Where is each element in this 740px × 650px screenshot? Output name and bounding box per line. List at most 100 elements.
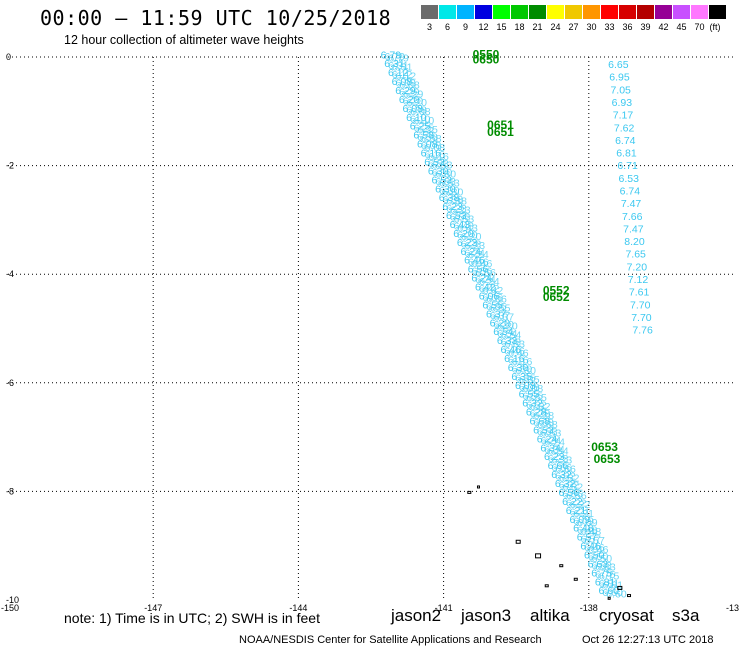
track-value-label: 6.08 — [395, 78, 416, 90]
track-value-label: 7.47 — [623, 223, 644, 235]
track-value-label: 6.46 — [580, 541, 601, 553]
track-value-label: 6.28 — [530, 408, 551, 420]
legend-label: 3 — [426, 22, 432, 32]
track-value-label: 6.42 — [475, 282, 496, 294]
legend-label: 27 — [568, 22, 579, 32]
track-value-label: 6.34 — [548, 446, 569, 458]
track-value-label: 6.58 — [417, 131, 438, 143]
y-tick-label: -4 — [6, 269, 14, 279]
track-value-label: 6.25 — [414, 122, 435, 134]
legend-swatch — [655, 5, 672, 19]
track-value-label: 6.31 — [388, 60, 409, 72]
track-value-label: 7.62 — [614, 122, 635, 134]
track-value-label: 6.22 — [562, 496, 583, 508]
track-value-label: 6.24 — [537, 433, 558, 445]
track-value-label: 6.81 — [616, 148, 637, 160]
track-value-label: 6.12 — [396, 70, 417, 82]
legend-swatch — [601, 5, 618, 19]
track-value-label: 6.30 — [435, 183, 456, 195]
track-value-label: 6.63 — [595, 562, 616, 574]
y-tick-label: -8 — [6, 486, 14, 496]
island-shape — [617, 585, 623, 590]
track-value-label: 6.08 — [402, 103, 423, 115]
track-value-label: 6.20 — [403, 96, 424, 108]
track-value-label: 7.66 — [622, 211, 643, 223]
x-tick-label: -150 — [1, 603, 19, 613]
track-value-label: 6.53 — [439, 178, 460, 190]
track-value-label: 6.20 — [407, 97, 428, 109]
track-value-label: 7.12 — [628, 274, 649, 286]
legend-swatch — [439, 5, 456, 19]
track-value-label: 6.37 — [486, 308, 507, 320]
track-value-label: 6.12 — [392, 69, 413, 81]
track-value-label: 6.75 — [591, 567, 612, 579]
footer-note: note: 1) Time is in UTC; 2) SWH is in fe… — [64, 610, 320, 626]
track-value-label: 6.38 — [447, 195, 468, 207]
legend-swatch — [421, 5, 438, 19]
track-value-label: 6.29 — [403, 88, 424, 100]
track-value-label: 6.74 — [615, 135, 636, 147]
track-value-label: 6.31 — [384, 58, 405, 70]
island-shape — [607, 596, 611, 600]
track-value-label: 6.24 — [479, 276, 500, 288]
track-value-label: 6.23 — [457, 237, 478, 249]
y-tick-label: 0 — [6, 52, 11, 62]
legend-label: 36 — [622, 22, 633, 32]
track-value-label: 6.32 — [526, 399, 547, 411]
legend-swatch — [565, 5, 582, 19]
credit-text: NOAA/NESDIS Center for Satellite Applica… — [239, 634, 542, 646]
track-value-label: 6.30 — [439, 185, 460, 197]
track-value-label: 6.43 — [450, 219, 471, 231]
track-value-label: 6.35 — [515, 372, 536, 384]
track-value-label: 6.31 — [392, 61, 413, 73]
satellite-jason2: jason2 — [391, 606, 442, 625]
track-value-label: 6.54 — [493, 326, 514, 338]
track-value-label: 6.46 — [500, 344, 521, 356]
track-value-label: 6.09 — [569, 514, 590, 526]
track-value-label: 6.08 — [519, 381, 540, 393]
track-value-label: 6.48 — [573, 523, 594, 535]
x-tick-label: -144 — [289, 603, 307, 613]
track-value-label: 7.61 — [629, 287, 650, 299]
track-value-label: 6.50 — [584, 549, 605, 561]
track-value-label: 6.30 — [443, 187, 464, 199]
track-value-label: 6.55 — [526, 392, 547, 404]
legend-swatch — [511, 5, 528, 19]
track-value-label: 6.66 — [555, 463, 576, 475]
island-shape — [573, 577, 578, 581]
track-value-label: 6.46 — [508, 347, 529, 359]
track-value-label: 6.46 — [584, 542, 605, 554]
legend-label: 30 — [586, 22, 597, 32]
track-value-label: 6.42 — [483, 285, 504, 297]
track-value-label: 6.30 — [432, 167, 453, 179]
track-value-label: 6.23 — [446, 203, 467, 215]
track-value-label: 6.81 — [599, 578, 620, 590]
track-value-label: 6.63 — [588, 558, 609, 570]
legend-label: 39 — [640, 22, 651, 32]
track-value-label: 6.46 — [504, 346, 525, 358]
track-value-label: 6.08 — [515, 380, 536, 392]
track-value-label: 6.08 — [417, 139, 438, 151]
track-value-label: 6.24 — [464, 247, 485, 259]
x-tick-label: -141 — [435, 603, 453, 613]
track-value-label: 6.43 — [454, 221, 475, 233]
track-value-label: 6.53 — [424, 156, 445, 168]
track-value-label: 6.16 — [428, 151, 449, 163]
island-shape — [544, 584, 549, 588]
legend-swatch — [457, 5, 474, 19]
track-value-label: 6.53 — [446, 210, 467, 222]
track-value-label: 6.23 — [465, 240, 486, 252]
y-tick-label: -6 — [6, 378, 14, 388]
track-value-label: 6.23 — [442, 201, 463, 213]
track-value-label: 6.09 — [573, 515, 594, 527]
legend-swatch — [709, 5, 726, 19]
x-tick-label: -13 — [726, 603, 739, 613]
track-value-label: 6.48 — [577, 524, 598, 536]
track-value-label: 6.37 — [494, 312, 515, 324]
legend-swatch — [691, 5, 708, 19]
track-value-label: 6.53 — [533, 424, 554, 436]
legend-swatch — [529, 5, 546, 19]
legend-swatch — [493, 5, 510, 19]
track-value-label: 6.20 — [497, 321, 518, 333]
track-value-label: 6.16 — [512, 356, 533, 368]
